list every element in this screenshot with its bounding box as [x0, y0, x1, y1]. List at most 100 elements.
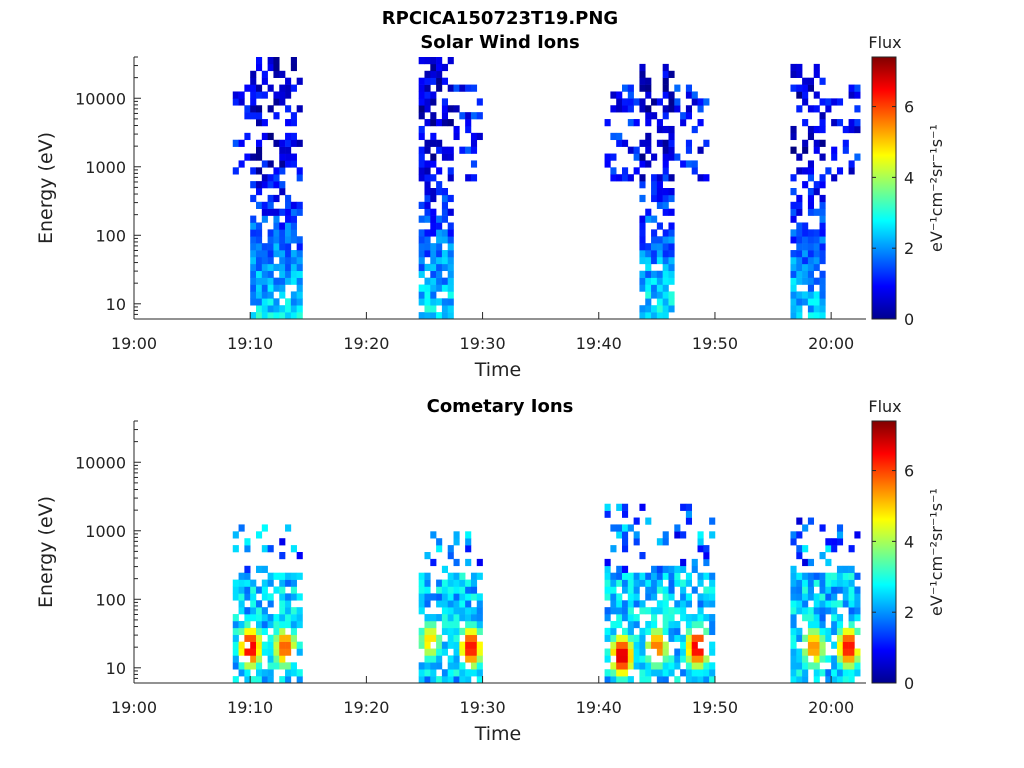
- spectrogram-cell: [441, 607, 449, 615]
- spectrogram-cell: [796, 263, 803, 272]
- spectrogram-cell: [819, 669, 826, 677]
- spectrogram-cell: [290, 627, 297, 636]
- spectrogram-cell: [261, 648, 268, 656]
- spectrogram-cell: [273, 572, 280, 580]
- spectrogram-cell: [802, 607, 809, 615]
- spectrogram-cell: [418, 641, 425, 649]
- spectrogram-cell: [848, 669, 855, 677]
- spectrogram-cell: [250, 579, 257, 587]
- spectrogram-cell: [662, 572, 669, 580]
- spectrogram-cell: [261, 181, 268, 189]
- spectrogram-cell: [807, 194, 815, 203]
- spectrogram-cell: [441, 77, 449, 85]
- spectrogram-cell: [645, 662, 652, 670]
- spectrogram-cell: [842, 593, 849, 601]
- spectrogram-cell: [285, 77, 292, 85]
- spectrogram-cell: [447, 600, 454, 608]
- spectrogram-cell: [662, 63, 669, 72]
- spectrogram-cell: [436, 648, 443, 656]
- spectrogram-cell: [831, 620, 838, 629]
- spectrogram-cell: [703, 552, 710, 560]
- spectrogram-cell: [854, 662, 861, 670]
- spectrogram-cell: [668, 614, 675, 622]
- spectrogram-cell: [267, 256, 274, 265]
- spectrogram-cell: [703, 614, 710, 622]
- spectrogram-cell: [476, 112, 483, 120]
- spectrogram-cell: [610, 648, 617, 656]
- spectrogram-cell: [256, 565, 263, 573]
- spectrogram-cell: [796, 222, 803, 230]
- spectrogram-cell: [645, 676, 652, 684]
- spectrogram-cell: [656, 579, 663, 587]
- spectrogram-cell: [807, 579, 815, 587]
- spectrogram-cell: [645, 105, 652, 113]
- spectrogram-cell: [790, 662, 797, 670]
- spectrogram-cell: [250, 641, 257, 649]
- spectrogram-cell: [470, 648, 478, 656]
- spectrogram-cell: [639, 243, 646, 251]
- spectrogram-cell: [273, 63, 280, 72]
- spectrogram-cell: [296, 669, 303, 677]
- x-tick-label: 19:30: [460, 334, 506, 353]
- spectrogram-cell: [697, 600, 704, 608]
- spectrogram-cell: [250, 648, 257, 656]
- spectrogram-cell: [261, 263, 268, 272]
- spectrogram-cell: [802, 119, 809, 127]
- spectrogram-cell: [633, 662, 640, 670]
- spectrogram-cell: [831, 119, 838, 127]
- spectrogram-cell: [709, 579, 716, 587]
- spectrogram-cell: [261, 291, 268, 299]
- spectrogram-cell: [267, 63, 274, 72]
- spectrogram-cell: [668, 153, 675, 161]
- spectrogram-cell: [279, 229, 286, 237]
- spectrogram-cell: [645, 277, 652, 285]
- spectrogram-cell: [261, 524, 268, 532]
- spectrogram-cell: [848, 620, 855, 629]
- spectrogram-cell: [813, 146, 820, 154]
- spectrogram-cell: [813, 291, 820, 299]
- spectrogram-cell: [244, 662, 251, 670]
- spectrogram-cell: [848, 634, 855, 642]
- spectrogram-cell: [668, 243, 675, 251]
- spectrogram-cell: [476, 641, 483, 649]
- spectrogram-cell: [441, 263, 449, 272]
- spectrogram-cell: [244, 614, 251, 622]
- spectrogram-cell: [674, 565, 681, 573]
- spectrogram-cell: [813, 208, 820, 216]
- spectrogram-cell: [285, 669, 292, 677]
- spectrogram-cell: [261, 77, 268, 85]
- spectrogram-cell: [790, 655, 797, 663]
- spectrogram-cell: [447, 119, 454, 127]
- spectrogram-cell: [430, 256, 437, 265]
- spectrogram-cell: [610, 524, 617, 532]
- spectrogram-cell: [261, 607, 268, 615]
- spectrogram-cell: [424, 593, 431, 601]
- spectrogram-cell: [430, 298, 437, 306]
- spectrogram-cell: [424, 600, 431, 608]
- spectrogram-cell: [622, 669, 629, 677]
- spectrogram-cell: [604, 119, 611, 127]
- spectrogram-cell: [790, 236, 797, 244]
- x-axis-label: Time: [474, 723, 522, 745]
- spectrogram-cell: [697, 662, 704, 670]
- spectrogram-cell: [854, 125, 861, 134]
- spectrogram-cell: [285, 222, 292, 230]
- spectrogram-cell: [819, 291, 826, 299]
- spectrogram-cell: [662, 305, 669, 313]
- spectrogram-cell: [627, 614, 634, 622]
- spectrogram-cell: [465, 634, 472, 642]
- spectrogram-cell: [651, 194, 658, 203]
- colorbar-units-label: eV⁻¹cm⁻²sr⁻¹s⁻¹: [927, 488, 946, 616]
- spectrogram-cell: [285, 572, 292, 580]
- spectrogram-cell: [680, 655, 687, 663]
- spectrogram-cell: [819, 641, 826, 649]
- spectrogram-cell: [261, 565, 268, 573]
- spectrogram-cell: [273, 662, 280, 670]
- spectrogram-cells: [232, 57, 861, 320]
- spectrogram-cell: [244, 565, 251, 573]
- spectrogram-cell: [447, 105, 454, 113]
- spectrogram-cell: [796, 91, 803, 99]
- spectrogram-cell: [680, 558, 687, 567]
- spectrogram-cell: [802, 139, 809, 147]
- spectrogram-cell: [430, 669, 437, 677]
